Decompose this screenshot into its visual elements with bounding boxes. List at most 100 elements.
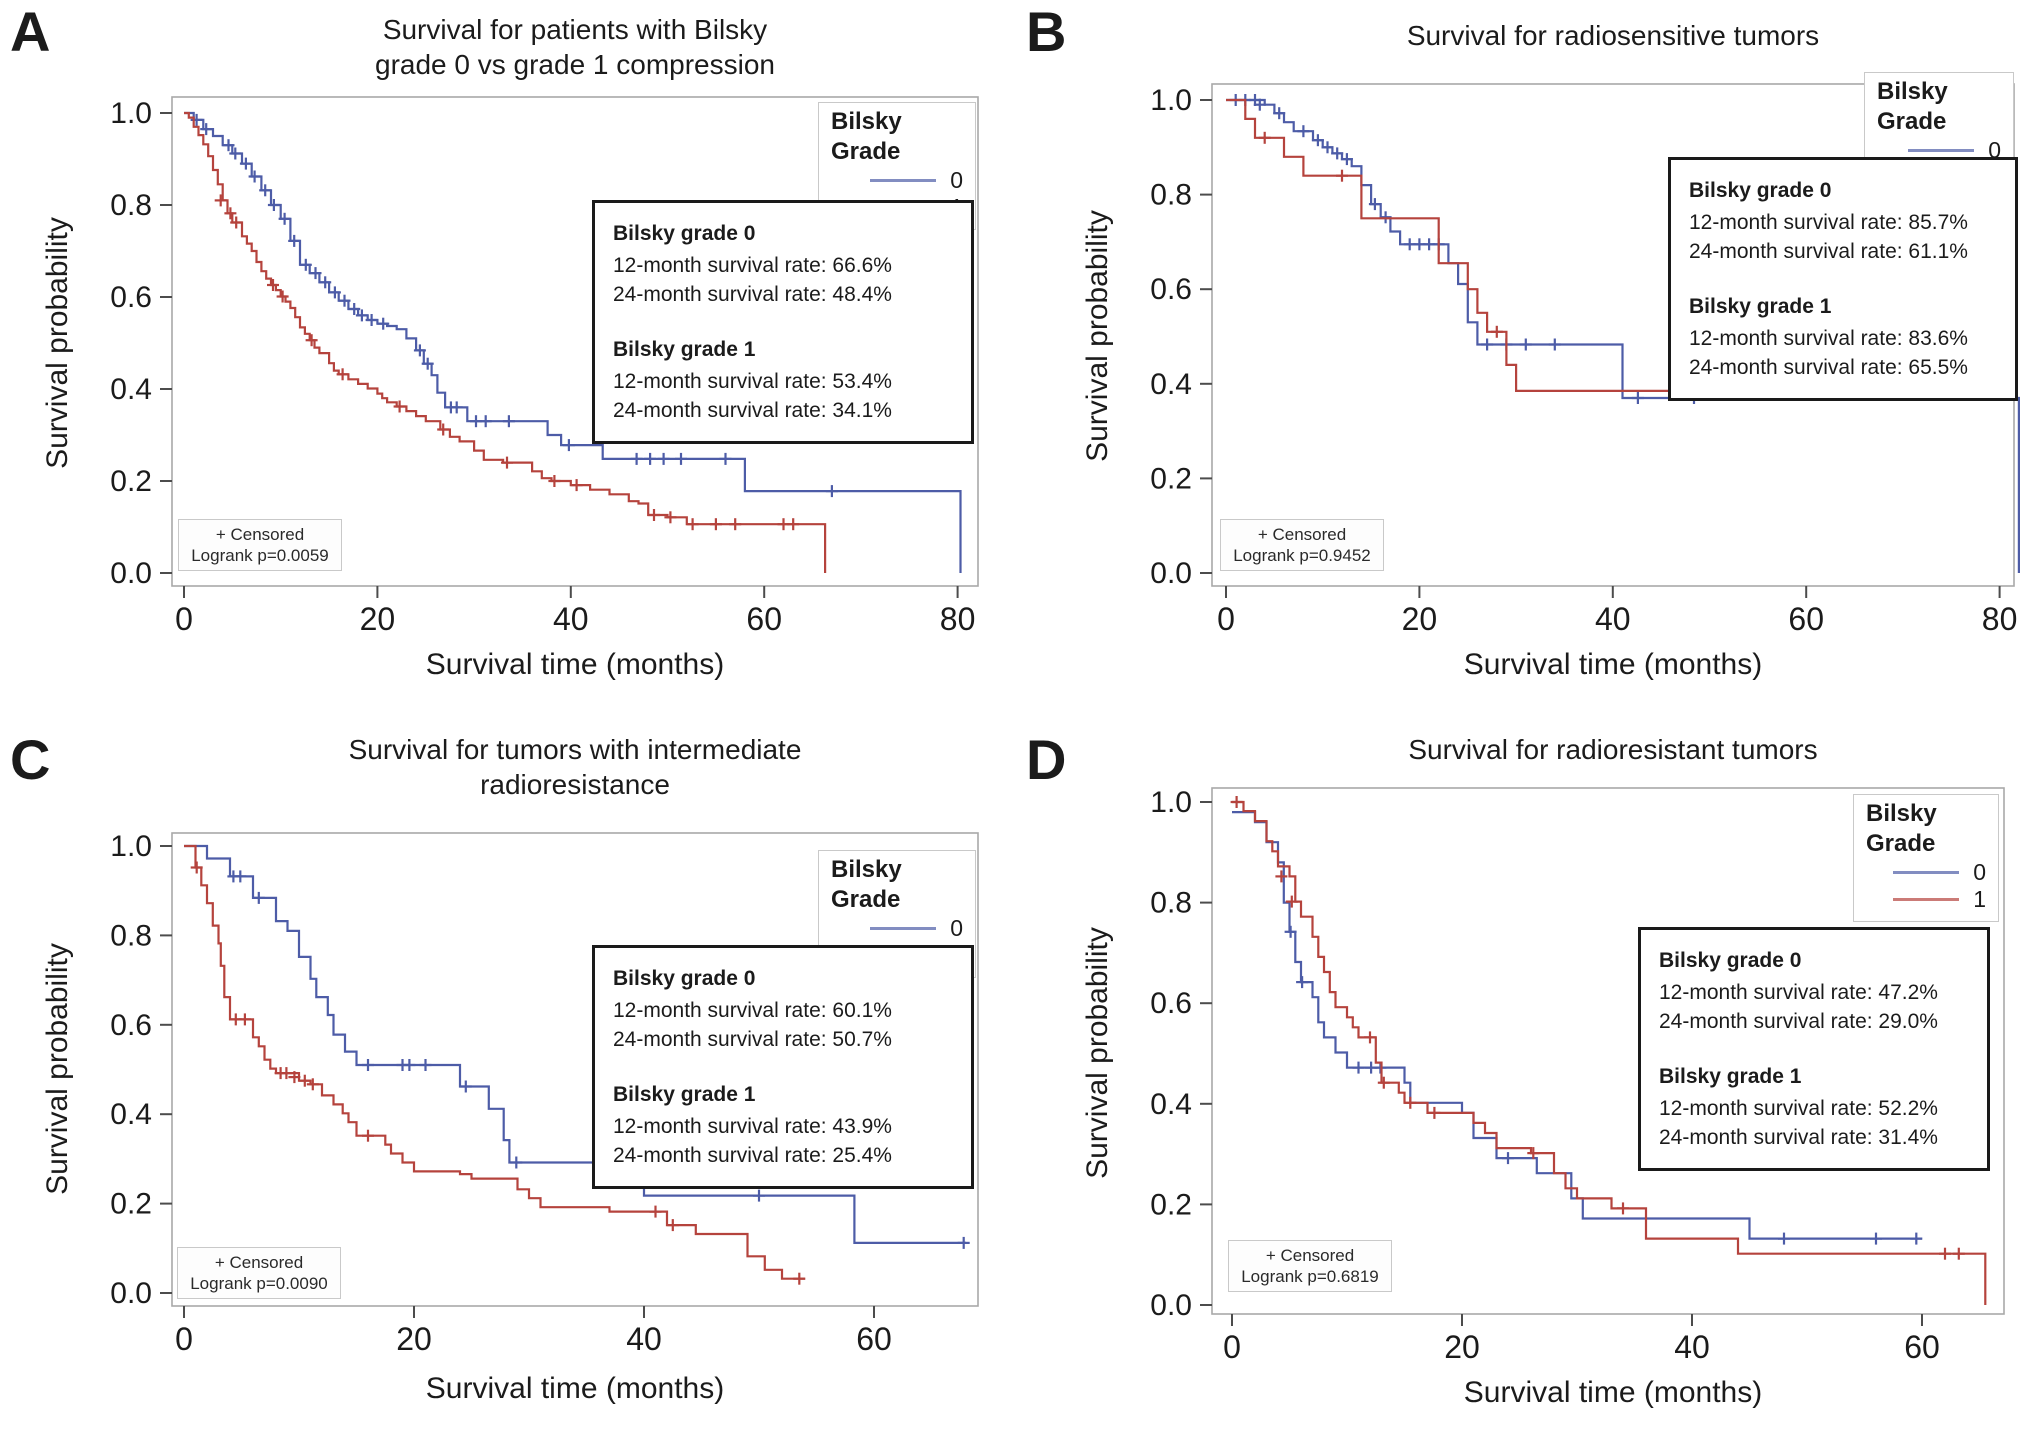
legend-item-grade1: 1 xyxy=(1866,886,1986,913)
x-axis-label: Survival time (months) xyxy=(1463,648,1763,681)
stats-group-grade0: Bilsky grade 0 12-month survival rate: 6… xyxy=(613,219,953,309)
panel-letter-a: A xyxy=(10,0,51,63)
stats-line-12month: 12-month survival rate: 43.9% xyxy=(613,1115,892,1138)
survival-stats-box: Bilsky grade 0 12-month survival rate: 6… xyxy=(592,200,974,444)
stats-line-12month: 12-month survival rate: 53.4% xyxy=(613,370,892,393)
chart-title-line1: Survival for radioresistant tumors xyxy=(1408,734,1818,765)
x-tick-label: 40 xyxy=(1674,1329,1710,1365)
chart-title-line1: Survival for radiosensitive tumors xyxy=(1406,20,1820,51)
survival-curve-grade1 xyxy=(1232,800,1987,1305)
grade0-line-sample xyxy=(870,927,937,930)
chart-title: Survival for radioresistant tumors xyxy=(1212,732,2014,767)
stats-group-grade1: Bilsky grade 1 12-month survival rate: 5… xyxy=(613,335,953,425)
panel-a: A Survival for patients with Bilsky grad… xyxy=(0,0,1016,716)
x-tick-label: 80 xyxy=(940,601,976,637)
legend-title: Bilsky Grade xyxy=(831,856,902,913)
y-tick-label: 0.8 xyxy=(110,189,152,222)
stats-group-title: Bilsky grade 0 xyxy=(613,967,756,990)
censor-marks-grade1 xyxy=(1230,796,1965,1260)
stats-group-title: Bilsky grade 0 xyxy=(613,222,756,245)
y-tick-label: 0.0 xyxy=(1150,1289,1192,1322)
y-tick-label: 0.0 xyxy=(1150,557,1192,590)
stats-line-24month: 24-month survival rate: 31.4% xyxy=(1659,1126,1938,1149)
logrank-pvalue: Logrank p=0.0059 xyxy=(191,546,329,565)
y-tick-label: 0.2 xyxy=(110,465,152,498)
grade0-line-sample xyxy=(1893,871,1960,874)
x-tick-label: 60 xyxy=(1904,1329,1940,1365)
censor-marks-grade0 xyxy=(190,113,838,498)
km-plot-area: 0.0 0.2 0.4 0.6 0.8 1.0 0 20 40 60 xyxy=(1150,786,2005,1365)
y-tick-label: 0.4 xyxy=(1150,1088,1192,1121)
stats-line-12month: 12-month survival rate: 85.7% xyxy=(1689,211,1968,234)
panel-d: D Survival for radioresistant tumors Sur… xyxy=(1016,716,2032,1432)
stats-line-12month: 12-month survival rate: 60.1% xyxy=(613,999,892,1022)
y-tick-label: 0.0 xyxy=(110,1277,152,1310)
stats-group-grade0: Bilsky grade 0 12-month survival rate: 6… xyxy=(613,964,953,1054)
legend-title: Bilsky Grade xyxy=(1866,800,1937,857)
x-tick-label: 0 xyxy=(175,601,193,637)
y-tick-label: 1.0 xyxy=(1150,84,1192,117)
censor-marks-grade0 xyxy=(1229,94,1700,404)
x-tick-label: 0 xyxy=(1223,1329,1241,1365)
x-axis-label: Survival time (months) xyxy=(1463,1376,1763,1409)
legend-item-label: 0 xyxy=(950,167,963,193)
censored-label: + Censored xyxy=(215,525,305,544)
survival-stats-box: Bilsky grade 0 12-month survival rate: 4… xyxy=(1638,927,1990,1171)
censored-note: + Censored Logrank p=0.0059 xyxy=(178,519,342,571)
chart-title-line1: Survival for tumors with intermediate xyxy=(348,734,802,765)
y-tick-label: 1.0 xyxy=(110,97,152,130)
legend-item-grade0: 0 xyxy=(1877,137,2001,164)
legend-item-label: 0 xyxy=(1973,859,1986,885)
y-tick-label: 0.4 xyxy=(110,373,152,406)
y-tick-label: 0.2 xyxy=(1150,462,1192,495)
stats-line-24month: 24-month survival rate: 29.0% xyxy=(1659,1010,1938,1033)
x-tick-label: 40 xyxy=(1595,601,1631,637)
x-axis-label: Survival time (months) xyxy=(425,1372,725,1405)
y-tick-label: 0.4 xyxy=(1150,368,1192,401)
stats-line-12month: 12-month survival rate: 47.2% xyxy=(1659,981,1938,1004)
x-tick-label: 0 xyxy=(175,1321,193,1357)
x-tick-label: 60 xyxy=(746,601,782,637)
y-tick-label: 0.4 xyxy=(110,1098,152,1131)
stats-group-grade0: Bilsky grade 0 12-month survival rate: 8… xyxy=(1689,176,1997,266)
stats-group-title: Bilsky grade 1 xyxy=(1689,295,1832,318)
stats-group-grade1: Bilsky grade 1 12-month survival rate: 8… xyxy=(1689,292,1997,382)
panel-letter-b: B xyxy=(1026,0,1067,63)
legend-item-grade0: 0 xyxy=(831,167,963,194)
y-tick-label: 0.0 xyxy=(110,557,152,590)
y-tick-label: 0.6 xyxy=(1150,273,1192,306)
y-tick-label: 0.6 xyxy=(110,1009,152,1042)
legend: Bilsky Grade 0 1 xyxy=(1853,794,1999,922)
stats-group-title: Bilsky grade 0 xyxy=(1659,949,1802,972)
x-tick-label: 20 xyxy=(1444,1329,1480,1365)
plot-frame xyxy=(1211,787,2005,1315)
stats-group-title: Bilsky grade 1 xyxy=(613,338,756,361)
plot-frame xyxy=(171,832,979,1307)
y-tick-label: 0.2 xyxy=(110,1188,152,1221)
stats-line-24month: 24-month survival rate: 34.1% xyxy=(613,399,892,422)
y-tick-label: 0.2 xyxy=(1150,1188,1192,1221)
legend-item-grade0: 0 xyxy=(831,915,963,942)
y-tick-label: 0.6 xyxy=(1150,987,1192,1020)
censor-marks-grade1 xyxy=(214,194,800,531)
censored-note: + Censored Logrank p=0.9452 xyxy=(1220,519,1384,571)
legend-item-label: 0 xyxy=(950,915,963,941)
panel-c: C Survival for tumors with intermediate … xyxy=(0,716,1016,1432)
legend-title: Bilsky Grade xyxy=(1877,78,1948,135)
stats-line-24month: 24-month survival rate: 61.1% xyxy=(1689,240,1968,263)
stats-line-24month: 24-month survival rate: 48.4% xyxy=(613,283,892,306)
chart-title: Survival for radiosensitive tumors xyxy=(1212,18,2014,53)
logrank-pvalue: Logrank p=0.9452 xyxy=(1233,546,1371,565)
stats-group-grade1: Bilsky grade 1 12-month survival rate: 4… xyxy=(613,1080,953,1170)
stats-line-12month: 12-month survival rate: 83.6% xyxy=(1689,327,1968,350)
x-tick-label: 20 xyxy=(360,601,396,637)
legend-item-label: 1 xyxy=(1973,886,1986,912)
censored-note: + Censored Logrank p=0.6819 xyxy=(1228,1240,1392,1292)
chart-title: Survival for tumors with intermediate ra… xyxy=(172,732,978,802)
grade0-line-sample xyxy=(870,179,937,182)
stats-group-title: Bilsky grade 1 xyxy=(613,1083,756,1106)
survival-curve-grade0 xyxy=(1232,811,1922,1240)
x-tick-label: 40 xyxy=(626,1321,662,1357)
x-tick-label: 40 xyxy=(553,601,589,637)
